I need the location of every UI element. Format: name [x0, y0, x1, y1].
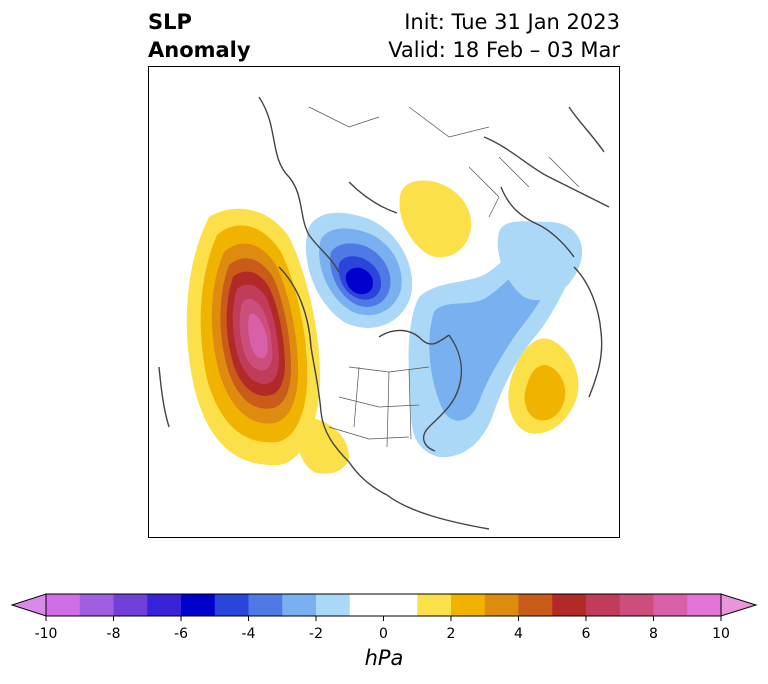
colorbar-bin [113, 594, 148, 616]
negative-anomaly-arctic [305, 212, 413, 328]
colorbar-bin [417, 594, 452, 616]
positive-anomaly-east-siberia [399, 180, 472, 258]
colorbar-bin [79, 594, 114, 616]
colorbar-extend-min [10, 593, 47, 617]
colorbar-bin [484, 594, 519, 616]
colorbar-bin [248, 594, 283, 616]
colorbar-bin [147, 594, 182, 616]
political-borders [308, 106, 580, 448]
anomaly-map [158, 96, 610, 530]
colorbar-tick-label: 0 [379, 626, 388, 642]
positive-anomaly-ne-pacific [186, 208, 320, 466]
title-line-1: SLP [148, 10, 192, 34]
colorbar-tick-label: -10 [35, 626, 58, 642]
colorbar-tick-label: -6 [174, 626, 188, 642]
colorbar: -10 -8 -6 -4 -2 0 2 4 6 8 10 [0, 580, 768, 680]
colorbar-bin [518, 594, 553, 616]
colorbar-tick-label: 4 [514, 626, 523, 642]
coastlines [158, 96, 610, 530]
colorbar-bin [349, 594, 384, 616]
colorbar-bin [687, 594, 722, 616]
colorbar-tick-label: 10 [712, 626, 730, 642]
colorbar-bin [316, 594, 351, 616]
colorbar-extend-max [720, 593, 758, 617]
valid-date-range: Valid: 18 Feb – 03 Mar [388, 38, 620, 62]
colorbar-tick-label: -2 [309, 626, 323, 642]
colorbar-bin [619, 594, 654, 616]
colorbar-bin [653, 594, 688, 616]
colorbar-tick-label: 8 [649, 626, 658, 642]
colorbar-tick-label: 2 [447, 626, 456, 642]
init-date: Init: Tue 31 Jan 2023 [404, 10, 620, 34]
colorbar-bin [214, 594, 249, 616]
colorbar-bin [383, 594, 418, 616]
colorbar-tick-label: 6 [582, 626, 591, 642]
positive-anomaly-western-us [297, 418, 349, 474]
colorbar-bin [181, 594, 216, 616]
date-info: Init: Tue 31 Jan 2023 Valid: 18 Feb – 03… [388, 8, 620, 64]
colorbar-bin [46, 594, 81, 616]
colorbar-unit-label: hPa [364, 646, 404, 670]
colorbar-bin [282, 594, 317, 616]
colorbar-bin [552, 594, 587, 616]
map-panel [148, 66, 620, 538]
positive-anomaly-west-europe [508, 338, 579, 434]
colorbar-tick-label: -4 [242, 626, 256, 642]
colorbar-bin [586, 594, 621, 616]
colorbar-bin [451, 594, 486, 616]
colorbar-tick-label: -8 [107, 626, 121, 642]
colorbar-graphic: -10 -8 -6 -4 -2 0 2 4 6 8 10 [10, 593, 758, 642]
map-title: SLP Anomaly [148, 8, 251, 64]
title-line-2: Anomaly [148, 38, 251, 62]
